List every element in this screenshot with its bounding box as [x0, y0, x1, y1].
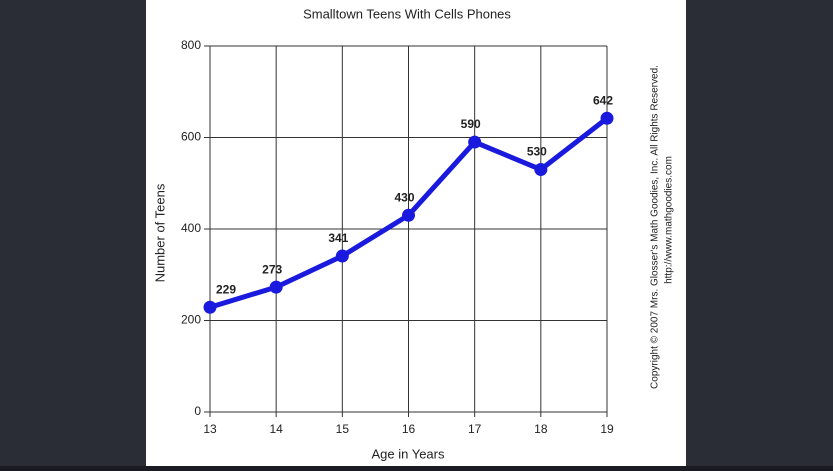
x-tick-label: 17 [468, 422, 482, 436]
y-tick-label: 400 [181, 221, 201, 235]
y-axis-label: Number of Teens [152, 183, 167, 282]
x-tick-label: 16 [402, 422, 416, 436]
copyright: Copyright © 2007 Mrs. Glosser's Math Goo… [650, 65, 661, 389]
data-label: 642 [593, 93, 613, 107]
marker [269, 280, 283, 294]
bottom-strip [0, 466, 833, 471]
data-label: 273 [262, 262, 282, 276]
url: http://www.mathgoodies.com [664, 156, 675, 284]
y-tick-label: 200 [181, 313, 201, 327]
data-label: 341 [328, 231, 348, 245]
x-tick-label: 19 [600, 422, 614, 436]
data-label: 229 [216, 282, 236, 296]
panel [146, 0, 686, 466]
chart-title: Smalltown Teens With Cells Phones [303, 6, 511, 21]
marker [402, 208, 415, 222]
data-label: 430 [394, 190, 414, 204]
x-tick-label: 13 [203, 422, 217, 436]
x-tick-label: 18 [534, 422, 548, 436]
x-tick-label: 14 [269, 422, 283, 436]
marker [335, 249, 349, 263]
y-tick-label: 800 [181, 38, 201, 52]
marker [534, 163, 548, 177]
marker [203, 300, 217, 314]
y-tick-label: 0 [194, 404, 201, 418]
y-tick-label: 600 [181, 130, 201, 144]
x-axis-label: Age in Years [371, 446, 445, 461]
marker [468, 135, 482, 149]
data-label: 530 [527, 145, 547, 159]
data-label: 590 [461, 117, 481, 131]
marker [600, 111, 614, 125]
x-tick-label: 15 [336, 422, 350, 436]
